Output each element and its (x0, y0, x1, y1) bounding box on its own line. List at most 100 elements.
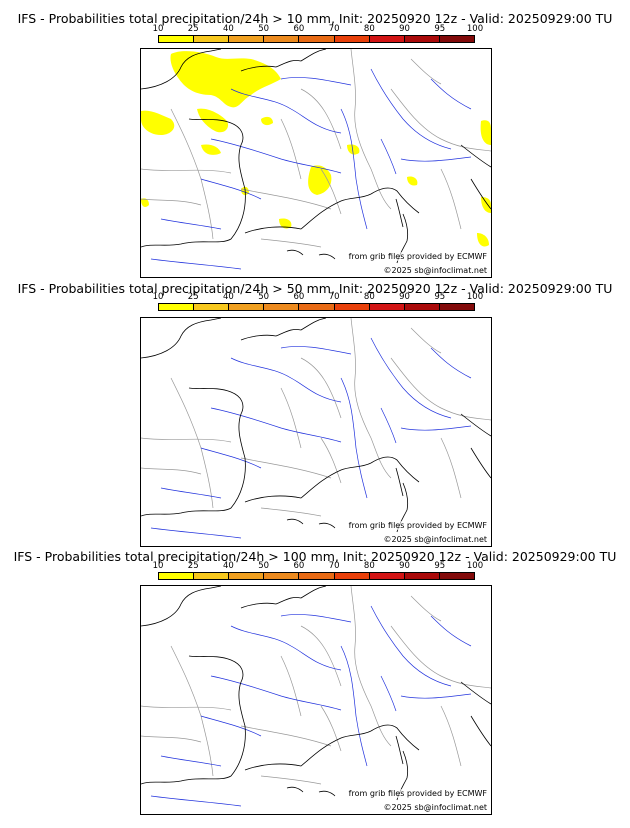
forecast-panel-10mm: IFS - Probabilities total precipitation/… (0, 0, 630, 278)
legend-color-cell (229, 36, 265, 42)
legend-color-cell (404, 304, 440, 310)
legend-tick-label: 25 (187, 24, 199, 34)
legend-color-cell (159, 573, 195, 579)
coastline (470, 178, 491, 210)
coastline (286, 518, 304, 525)
precip-probability-area (279, 218, 292, 229)
river (210, 138, 342, 174)
river (230, 357, 342, 403)
europe-map: from grib files provided by ECMWF ©2025 … (140, 48, 492, 278)
legend-color-cell (334, 573, 370, 579)
legend-tick-label: 50 (258, 561, 270, 571)
coastline (141, 387, 246, 517)
coastline (318, 253, 336, 260)
admin-border (141, 437, 232, 443)
admin-border (410, 327, 442, 354)
legend-tick-label: 10 (152, 292, 164, 302)
legend-tick-label: 95 (434, 24, 446, 34)
legend-tick-label: 60 (293, 292, 305, 302)
precip-probability-area (197, 108, 229, 133)
coastline (141, 118, 246, 248)
river (280, 77, 352, 86)
admin-border (141, 705, 232, 711)
admin-border (390, 357, 491, 421)
legend-color-cell (404, 573, 440, 579)
precip-probability-area (170, 51, 281, 108)
coastline (286, 786, 304, 793)
admin-border (141, 168, 232, 174)
legend-color-cell (439, 36, 474, 42)
legend-tick-label: 40 (223, 561, 234, 571)
coastline (370, 724, 420, 751)
coastline (395, 735, 404, 765)
admin-border (300, 625, 342, 687)
legend-color-cell (369, 573, 405, 579)
legend-tick-label: 70 (328, 292, 340, 302)
river (370, 605, 452, 687)
legend-color-bar (158, 35, 475, 43)
admin-border (170, 645, 214, 777)
coastline (244, 730, 372, 771)
legend-tick-label: 10 (152, 561, 164, 571)
coastline (460, 681, 491, 705)
legend-color-bar (158, 303, 475, 311)
coastline (240, 586, 327, 609)
river (230, 88, 342, 134)
legend-color-cell (229, 573, 265, 579)
legend-ticks: 10 25 40 50 60 70 80 90 95 100 (153, 24, 484, 34)
probability-legend: 10 25 40 50 60 70 80 90 95 100 (153, 561, 484, 583)
coastline (470, 447, 491, 479)
legend-tick-label: 90 (399, 561, 410, 571)
river (200, 178, 262, 200)
admin-border (320, 705, 342, 752)
admin-border (260, 775, 322, 785)
legend-color-bar (158, 572, 475, 580)
river (150, 527, 242, 539)
coastline (470, 715, 491, 747)
admin-border (320, 168, 342, 215)
coastline (460, 413, 491, 437)
precip-probability-area (477, 233, 489, 247)
river (340, 377, 368, 499)
admin-border (390, 625, 491, 689)
precip-probability-area (347, 144, 360, 155)
source-credit: from grib files provided by ECMWF (348, 521, 487, 530)
panel-title: IFS - Probabilities total precipitation/… (13, 549, 617, 564)
legend-color-cell (194, 304, 230, 310)
panel-title: IFS - Probabilities total precipitation/… (17, 11, 613, 26)
precip-probability-area (141, 110, 175, 135)
legend-color-cell (159, 304, 195, 310)
map-canvas (141, 586, 491, 807)
legend-color-cell (369, 304, 405, 310)
coastline (318, 790, 336, 797)
legend-color-cell (439, 573, 474, 579)
river (400, 693, 472, 699)
coastline (370, 456, 420, 483)
river (430, 78, 472, 110)
river (210, 675, 342, 711)
legend-tick-label: 50 (258, 292, 270, 302)
coastline (141, 655, 246, 785)
copyright-credit: ©2025 sb@infoclimat.net (383, 535, 487, 544)
legend-color-cell (439, 304, 474, 310)
precip-probability-area (141, 198, 149, 207)
river (430, 347, 472, 379)
coastline (395, 467, 404, 497)
river (200, 447, 262, 469)
river (210, 407, 342, 443)
legend-tick-label: 100 (466, 292, 484, 302)
legend-ticks: 10 25 40 50 60 70 80 90 95 100 (153, 561, 484, 571)
copyright-credit: ©2025 sb@infoclimat.net (383, 266, 487, 275)
coastline (240, 49, 327, 72)
coastline (240, 318, 327, 341)
admin-border (141, 198, 202, 206)
legend-color-cell (264, 304, 300, 310)
admin-border (410, 58, 442, 85)
river (370, 68, 452, 150)
coastline (395, 198, 404, 228)
river (380, 675, 397, 712)
admin-border (320, 437, 342, 484)
admin-border (240, 188, 332, 210)
river (400, 425, 472, 431)
